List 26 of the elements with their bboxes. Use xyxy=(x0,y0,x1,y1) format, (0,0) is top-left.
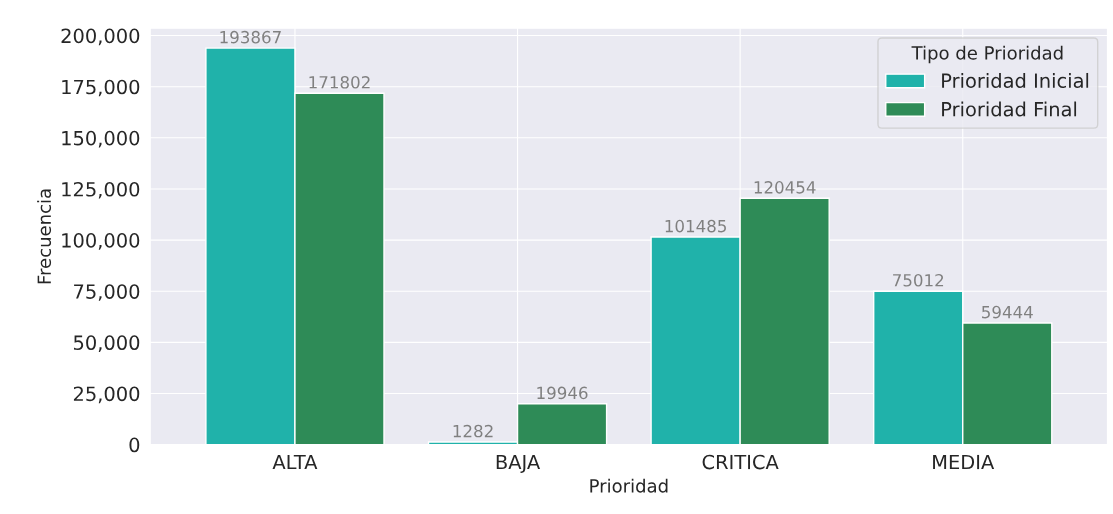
y-tick-label: 75,000 xyxy=(74,284,140,301)
data-label: 101485 xyxy=(665,219,726,233)
data-label: 193867 xyxy=(220,30,281,44)
data-label: 120454 xyxy=(754,181,816,194)
legend-label: Prioridad Inicial xyxy=(942,72,1089,89)
y-axis-title: Frecuencia xyxy=(37,189,52,284)
data-label: 59444 xyxy=(982,305,1033,319)
y-tick-label: 150,000 xyxy=(62,130,140,148)
y-tick-label: 0 xyxy=(129,437,140,453)
data-label: 171802 xyxy=(309,76,370,89)
x-tick-label: ALTA xyxy=(272,454,318,470)
y-tick-label: 175,000 xyxy=(62,79,140,97)
data-label: 19946 xyxy=(537,386,588,400)
x-tick-label: BAJA xyxy=(496,454,541,473)
y-tick-label: 100,000 xyxy=(62,233,140,250)
legend-label: Prioridad Final xyxy=(942,101,1077,117)
legend-title: Tipo de Prioridad xyxy=(911,45,1063,64)
x-tick-label: CRITICA xyxy=(702,454,779,470)
y-tick-label: 50,000 xyxy=(74,335,140,352)
data-label: 75012 xyxy=(893,273,944,287)
x-axis-title: Prioridad xyxy=(590,478,668,493)
y-tick-label: 25,000 xyxy=(73,386,140,404)
y-tick-label: 125,000 xyxy=(62,181,140,199)
data-label: 1282 xyxy=(453,424,493,438)
y-tick-label: 200,000 xyxy=(61,28,140,46)
x-tick-label: MEDIA xyxy=(933,454,995,470)
